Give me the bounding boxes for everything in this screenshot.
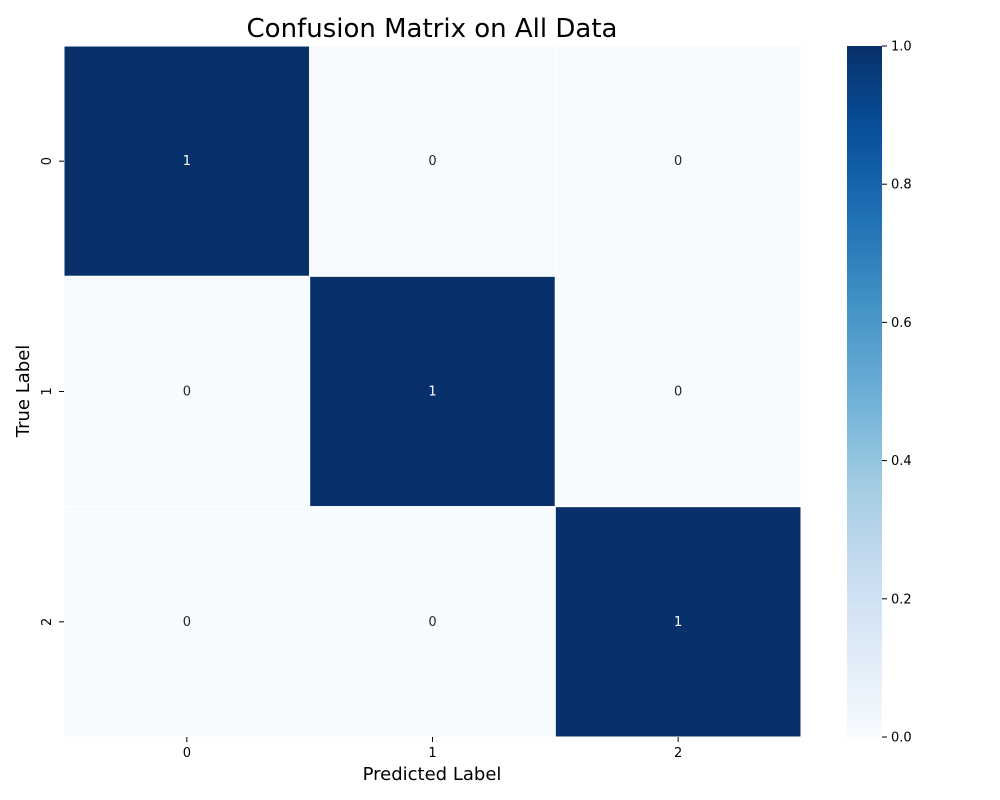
y-tick-label: 2 [40, 618, 55, 626]
heatmap-cell [63, 275, 311, 508]
colorbar-ticks: 0.0 0.2 0.4 0.6 0.8 1.0 [882, 40, 912, 746]
chart-title: Confusion Matrix on All Data [247, 14, 618, 44]
colorbar-tick-label: 0.2 [891, 592, 912, 607]
cell-value-label: 0 [674, 385, 682, 400]
x-axis-label: Predicted Label [363, 764, 502, 785]
x-axis-ticks: 0 1 2 [183, 737, 682, 761]
cell-value-label: 1 [183, 154, 191, 169]
heatmap-cells: 1 0 0 0 1 0 0 0 1 [63, 45, 802, 738]
heatmap-cell [554, 275, 802, 508]
cell-value-label: 0 [428, 154, 436, 169]
heatmap-cell [309, 506, 556, 738]
cell-value-label: 0 [183, 615, 191, 630]
cell-value-label: 0 [674, 154, 682, 169]
x-tick-label: 2 [674, 746, 682, 761]
heatmap-cell [554, 45, 802, 277]
cell-value-label: 1 [428, 385, 436, 400]
heatmap-cell [63, 45, 311, 277]
x-tick-label: 1 [428, 746, 436, 761]
y-tick-label: 0 [40, 157, 55, 165]
cell-value-label: 0 [183, 385, 191, 400]
heatmap-cell [309, 45, 556, 277]
cell-value-label: 0 [428, 615, 436, 630]
colorbar-tick-label: 0.8 [891, 178, 912, 193]
y-axis-ticks: 0 1 2 [40, 157, 64, 626]
x-tick-label: 0 [183, 746, 191, 761]
y-axis-label: True Label [13, 345, 34, 439]
colorbar-tick-label: 1.0 [891, 40, 912, 55]
colorbar-tick-label: 0.6 [891, 316, 912, 331]
cell-value-label: 1 [674, 615, 682, 630]
colorbar [847, 46, 882, 737]
heatmap-cell [309, 275, 556, 508]
y-tick-label: 1 [40, 387, 55, 395]
heatmap-cell [63, 506, 311, 738]
colorbar-tick-label: 0.4 [891, 454, 912, 469]
colorbar-tick-label: 0.0 [891, 731, 912, 746]
